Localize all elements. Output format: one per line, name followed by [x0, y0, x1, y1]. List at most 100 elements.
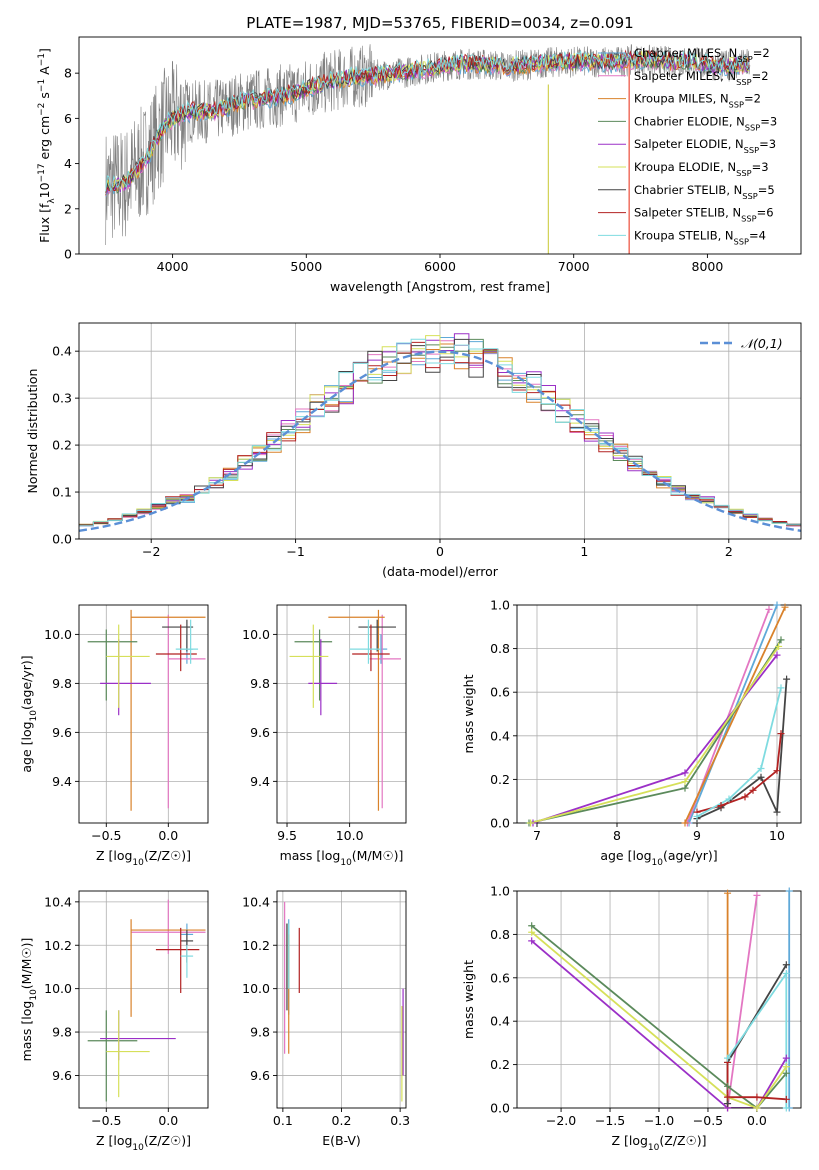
y-tick-label: 10.0	[242, 981, 270, 996]
x-axis-label-part: log	[632, 848, 651, 863]
y-tick-label: 10.2	[242, 938, 270, 953]
y-tick-label: 9.6	[52, 725, 72, 740]
x-axis-label-part: (data-model)/error	[382, 564, 499, 579]
weight-marker-kroupa-miles	[781, 603, 789, 611]
weight-marker-kroupa-elodie	[753, 1104, 761, 1112]
x-tick-label: 0.0	[158, 828, 178, 843]
y-tick-label: 9.6	[250, 1068, 270, 1083]
x-axis-label-part: 10	[648, 1143, 660, 1153]
y-tick-label: 1.0	[490, 598, 510, 613]
x-axis-label-part: log	[629, 1133, 648, 1148]
x-tick-label: 0.3	[390, 1113, 410, 1128]
weight-marker-kroupa-stelib	[782, 1104, 790, 1112]
weight-marker-salpeter-elodie	[681, 769, 689, 777]
legend-label-part: Kroupa STELIB, N	[634, 228, 734, 242]
panel-weight_vs_Z: −2.0 −1.5 −1.0 −0.5 0.0 0.0 0.2 0.4 0.6 0.8 1.0 Z […	[461, 884, 802, 1153]
x-axis-label-part: Z [	[96, 1133, 113, 1148]
y-tick-label: 9.8	[52, 676, 72, 691]
y-axis-label: mass [log10(M/M☉)]	[19, 938, 39, 1062]
legend-label-part: =3	[752, 160, 769, 174]
x-tick-label: 2	[725, 544, 733, 559]
legend-label: Chabrier STELIB, NSSP=5	[634, 183, 775, 201]
weight-marker-salpeter-elodie	[528, 937, 536, 945]
y-tick-label: 0.4	[490, 1014, 510, 1029]
y-axis-label-part: erg cm	[37, 116, 52, 164]
weight-marker-kroupa-stelib	[777, 684, 785, 692]
y-tick-label: 0.1	[52, 485, 72, 500]
weight-marker-chabrier-elodie	[681, 784, 689, 792]
x-axis-label: Z [log10(Z/Z☉)]	[96, 848, 191, 868]
legend-label-part: Chabrier ELODIE, N	[634, 114, 745, 128]
y-tick-label: 0.3	[52, 391, 72, 406]
axes: −2.0 −1.5 −1.0 −0.5 0.0 0.0 0.2 0.4 0.6 0.8 1.0 Z […	[461, 884, 802, 1153]
legend-label-part: =6	[757, 206, 774, 220]
x-tick-label: 6000	[424, 259, 456, 274]
y-tick-label: 10.0	[44, 981, 72, 996]
y-axis-label: Normed distribution	[25, 369, 40, 494]
x-axis-label-part: 10	[132, 1143, 144, 1153]
x-axis-label: wavelength [Angstrom, rest frame]	[330, 279, 550, 294]
x-axis-label-part: wavelength [Angstrom, rest frame]	[330, 279, 550, 294]
y-axis-label-part: mass weight	[461, 960, 476, 1039]
legend-label-part: =4	[749, 228, 766, 242]
y-tick-label: 0.0	[490, 1101, 510, 1116]
y-tick-label: 6	[64, 111, 72, 126]
legend-label: Salpeter MILES, NSSP=2	[634, 69, 769, 87]
legend-label-part: =2	[753, 46, 770, 60]
weight-marker-salpeter-stelib	[741, 793, 749, 801]
weight-marker-salpeter-miles	[765, 605, 773, 613]
y-axis-label-part: Normed distribution	[25, 369, 40, 494]
legend-label-part: Salpeter ELODIE, N	[634, 137, 744, 151]
x-axis-label-part: age [	[600, 848, 632, 863]
weight-marker-kroupa-stelib	[782, 969, 790, 977]
legend-label-part: =3	[759, 137, 776, 151]
y-tick-label: 10.4	[44, 894, 72, 909]
legend-label: Salpeter STELIB, NSSP=6	[634, 206, 774, 224]
plot-area	[531, 891, 791, 1108]
weight-marker-kroupa-elodie	[681, 778, 689, 786]
x-tick-label: 9	[693, 828, 701, 843]
y-axis-label: mass weight	[461, 674, 476, 753]
spectrum-model-kroupa-stelib	[105, 50, 750, 193]
legend-label: Chabrier ELODIE, NSSP=3	[634, 114, 777, 132]
y-tick-label: 0.4	[490, 728, 510, 743]
figure-title: PLATE=1987, MJD=53765, FIBERID=0034, z=0…	[246, 14, 633, 32]
weight-line-kroupa-elodie	[530, 645, 780, 823]
weight-marker-kroupa-elodie	[528, 928, 536, 936]
plot-area	[79, 333, 801, 532]
weight-marker-salpeter-stelib	[782, 1095, 790, 1103]
x-tick-label: −0.5	[91, 1113, 121, 1128]
axes: 9.5 10.0 9.4 9.6 9.8 10.0 mass [log10(M/M☉)]	[242, 604, 407, 868]
legend-label: Salpeter ELODIE, NSSP=3	[634, 137, 776, 155]
y-tick-label: 10.2	[44, 938, 72, 953]
legend-label-part: SSP	[736, 168, 751, 178]
weight-line-kroupa-elodie	[531, 931, 788, 1108]
y-tick-label: 10.0	[44, 627, 72, 642]
y-tick-label: 0	[64, 247, 72, 262]
weight-marker-kroupa-stelib	[693, 812, 701, 820]
plot-area	[528, 605, 788, 823]
weight-line-salpeter-stelib	[726, 1062, 787, 1101]
y-axis-label-part: Flux [f	[37, 203, 52, 243]
weight-marker-chabrier-miles	[773, 601, 781, 609]
x-tick-label: 0.2	[332, 1113, 352, 1128]
x-tick-label: 1	[580, 544, 588, 559]
y-tick-label: 0.8	[490, 641, 510, 656]
y-tick-label: 0.2	[490, 772, 510, 787]
x-axis-label: mass [log10(M/M☉)]	[280, 848, 404, 868]
x-axis-label-part: (Z/Z☉)]	[659, 1133, 706, 1148]
y-tick-label: 0.0	[52, 532, 72, 547]
legend-label-part: SSP	[742, 191, 757, 201]
y-tick-label: 9.6	[52, 1068, 72, 1083]
weight-line-kroupa-stelib	[696, 687, 782, 818]
panel-mass_vs_EBV: 0.1 0.2 0.3 9.6 9.8 10.0 10.2 10.4 E(B-V)	[242, 890, 410, 1148]
weight-marker-chabrier-elodie	[724, 1082, 732, 1090]
y-axis-label-part: A	[37, 66, 52, 79]
axes-frame	[78, 890, 209, 1109]
y-tick-label: 0.6	[490, 685, 510, 700]
x-tick-label: −0.5	[91, 828, 121, 843]
y-tick-label: 8	[64, 66, 72, 81]
legend-label-part: SSP	[745, 122, 760, 132]
legend-label: Kroupa ELODIE, NSSP=3	[634, 160, 769, 178]
